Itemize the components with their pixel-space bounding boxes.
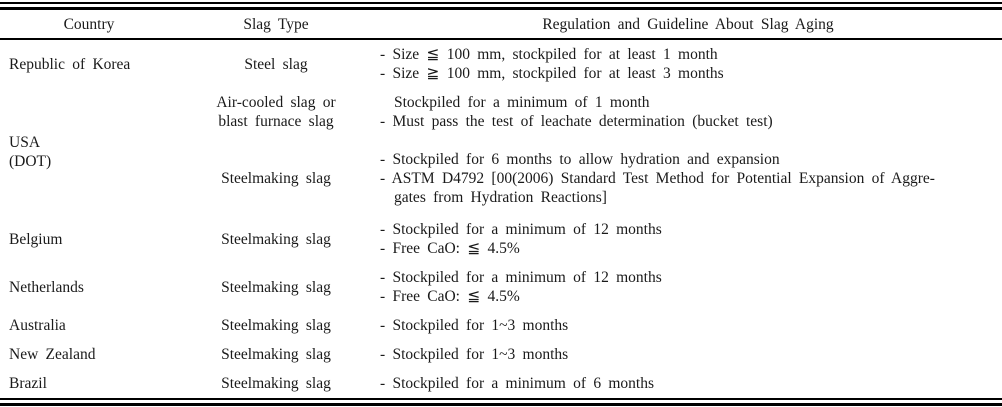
slag-type-line: Steel slag (244, 55, 308, 73)
regulation-cell: - Stockpiled for a minimum of 6 months (374, 369, 1002, 398)
country-line: Belgium (9, 230, 63, 248)
table-body: Republic of Korea Steel slag - Size ≦ 100 … (0, 39, 1002, 398)
regulation-cell: - Stockpiled for a minimum of 12 months -… (374, 215, 1002, 263)
slag-type-line: Steelmaking slag (221, 230, 331, 248)
country-line: (DOT) (9, 152, 52, 170)
regulation-cell: - Size ≦ 100 mm, stockpiled for at least… (374, 39, 1002, 88)
table-row: USA (DOT) Air-cooled slag or blast furnace … (0, 88, 1002, 170)
slag-type-line: blast furnace slag (218, 113, 334, 130)
regulation-cell: - Stockpiled for a minimum of 12 months -… (374, 263, 1002, 311)
country-line: Netherlands (9, 278, 84, 296)
country-line: USA (9, 133, 41, 151)
country-cell: Netherlands (0, 263, 178, 311)
slag-type-line: Steelmaking slag (221, 375, 331, 392)
regulation-line: - Free CaO: ≦ 4.5% (380, 288, 520, 305)
regulation-line: - Stockpiled for 6 months to allow hydra… (380, 151, 780, 168)
header-regulation: Regulation and Guideline About Slag Agin… (374, 10, 1002, 40)
regulation-line: - ASTM D4792 [00(2006) Standard Test Met… (380, 170, 935, 187)
slag-type-cell: Air-cooled slag or blast furnace slag (178, 88, 374, 136)
country-cell: Brazil (0, 369, 178, 398)
bottom-rule-thick (0, 403, 1002, 406)
regulation-line: - Stockpiled for 1~3 months (380, 317, 569, 334)
slag-type-cell: Steelmaking slag (178, 369, 374, 398)
header-country: Country (0, 10, 178, 40)
regulation-line: Stockpiled for a minimum of 1 month (394, 94, 650, 111)
slag-type-cell: Steelmaking slag (178, 263, 374, 311)
regulation-line: - Stockpiled for a minimum of 12 months (380, 221, 662, 238)
regulation-line: - Stockpiled for a minimum of 12 months (380, 269, 662, 286)
country-cell: Belgium (0, 215, 178, 263)
regulation-line: - Stockpiled for 1~3 months (380, 346, 569, 363)
regulation-line: - Size ≦ 100 mm, stockpiled for at least… (380, 46, 718, 63)
regulation-line: - Must pass the test of leachate determi… (380, 113, 773, 130)
country-line: Brazil (9, 375, 47, 392)
slag-type-cell: Steel slag (178, 39, 374, 88)
regulation-cell: - Stockpiled for 1~3 months (374, 311, 1002, 340)
header-slag-type: Slag Type (178, 10, 374, 40)
regulation-cell: - Stockpiled for 6 months to allow hydra… (374, 136, 1002, 215)
country-line: Australia (9, 317, 66, 334)
table-row: New Zealand Steelmaking slag - Stockpiled … (0, 340, 1002, 369)
regulation-line: - Size ≧ 100 mm, stockpiled for at least… (380, 65, 724, 82)
country-line: New Zealand (9, 346, 96, 363)
top-rule-thick (0, 7, 1002, 10)
regulation-cell: - Stockpiled for 1~3 months (374, 340, 1002, 369)
slag-type-cell: Steelmaking slag (178, 311, 374, 340)
table-row: Netherlands Steelmaking slag - Stockpiled … (0, 263, 1002, 311)
country-cell: Republic of Korea (0, 39, 178, 88)
regulation-cell: Stockpiled for a minimum of 1 month - Mus… (374, 88, 1002, 136)
slag-type-cell: Steelmaking slag (178, 136, 374, 215)
table-row: Belgium Steelmaking slag - Stockpiled for … (0, 215, 1002, 263)
slag-type-cell: Steelmaking slag (178, 215, 374, 263)
slag-type-line: Steelmaking slag (221, 317, 331, 334)
header-row: Country Slag Type Regulation and Guideli… (0, 10, 1002, 40)
slag-type-line: Steelmaking slag (221, 170, 331, 187)
regulation-line: - Stockpiled for a minimum of 6 months (380, 375, 654, 392)
top-rule-thin (0, 2, 1002, 4)
table-row: Australia Steelmaking slag - Stockpiled fo… (0, 311, 1002, 340)
table-header: Country Slag Type Regulation and Guideli… (0, 10, 1002, 40)
slag-aging-regulation-table: Country Slag Type Regulation and Guideli… (0, 10, 1002, 398)
slag-type-cell: Steelmaking slag (178, 340, 374, 369)
regulation-line: - Free CaO: ≦ 4.5% (380, 240, 520, 257)
country-cell: Australia (0, 311, 178, 340)
regulation-line: gates from Hydration Reactions] (394, 189, 607, 206)
country-cell: New Zealand (0, 340, 178, 369)
table-row: Steelmaking slag - Stockpiled for 6 month… (0, 136, 1002, 215)
table-row: Republic of Korea Steel slag - Size ≦ 100 … (0, 39, 1002, 88)
slag-type-line: Steelmaking slag (221, 278, 331, 296)
country-cell: USA (DOT) (0, 88, 178, 215)
bottom-rule-thin (0, 398, 1002, 400)
country-line: Republic of Korea (9, 55, 131, 73)
table-row: Brazil Steelmaking slag - Stockpiled for a… (0, 369, 1002, 398)
slag-type-line: Steelmaking slag (221, 346, 331, 363)
slag-type-line: Air-cooled slag or (216, 94, 336, 111)
